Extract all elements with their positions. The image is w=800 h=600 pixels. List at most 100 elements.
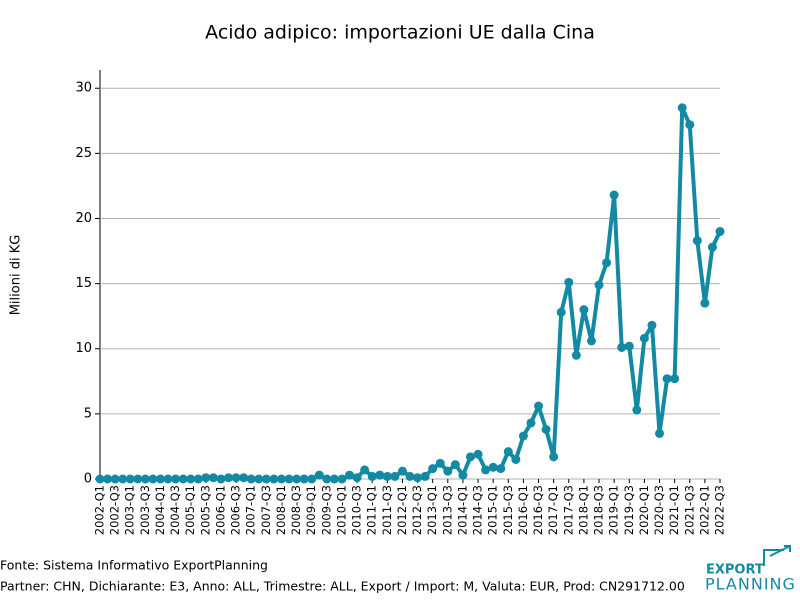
data-point xyxy=(473,449,483,459)
x-tick-label: 2022-Q3 xyxy=(713,485,727,535)
data-point xyxy=(103,474,113,484)
data-point xyxy=(246,474,256,484)
footer-source: Fonte: Sistema Informativo ExportPlannin… xyxy=(0,558,268,573)
data-point xyxy=(171,474,181,484)
data-point xyxy=(133,474,143,484)
y-tick-label: 0 xyxy=(84,472,92,487)
x-tick-label: 2016-Q1 xyxy=(516,485,530,535)
x-tick-label: 2008-Q1 xyxy=(274,485,288,535)
x-tick-label: 2021-Q1 xyxy=(667,485,681,535)
data-point xyxy=(360,465,370,475)
y-tick-label: 10 xyxy=(75,341,92,356)
data-point xyxy=(299,474,309,484)
data-point xyxy=(375,470,385,480)
data-point xyxy=(413,473,423,483)
x-tick-label: 2011-Q3 xyxy=(380,485,394,535)
data-point xyxy=(216,474,226,484)
data-point xyxy=(428,464,438,474)
y-tick-label: 5 xyxy=(84,406,92,421)
data-point xyxy=(352,473,362,483)
x-tick-label: 2004-Q1 xyxy=(153,485,167,535)
data-point xyxy=(450,460,460,470)
data-point xyxy=(488,462,498,472)
data-point xyxy=(632,405,642,415)
data-point xyxy=(435,458,445,468)
data-point xyxy=(692,236,702,246)
data-point xyxy=(443,466,453,476)
data-point xyxy=(337,474,347,484)
x-tick-label: 2015-Q3 xyxy=(501,485,515,535)
chart-title: Acido adipico: importazioni UE dalla Cin… xyxy=(205,22,595,44)
data-point xyxy=(208,473,218,483)
x-tick-label: 2017-Q3 xyxy=(561,485,575,535)
x-tick-label: 2002-Q1 xyxy=(93,485,107,535)
data-point xyxy=(481,465,491,475)
data-point xyxy=(534,401,544,411)
data-point xyxy=(110,474,120,484)
data-point xyxy=(586,336,596,346)
data-point xyxy=(148,474,158,484)
x-tick-label: 2022-Q1 xyxy=(697,485,711,535)
data-point xyxy=(655,428,665,438)
data-point xyxy=(95,474,105,484)
y-tick-label: 20 xyxy=(75,211,92,226)
data-point xyxy=(571,350,581,360)
y-axis-label: Milioni di KG xyxy=(9,235,24,316)
footer-filters: Partner: CHN, Dichiarante: E3, Anno: ALL… xyxy=(0,579,685,594)
data-point xyxy=(511,454,521,464)
data-point xyxy=(140,474,150,484)
x-tick-label: 2010-Q3 xyxy=(350,485,364,535)
data-point xyxy=(390,471,400,481)
x-tick-label: 2020-Q1 xyxy=(637,485,651,535)
x-tick-label: 2005-Q1 xyxy=(183,485,197,535)
data-point xyxy=(118,474,128,484)
x-tick-label: 2011-Q1 xyxy=(365,485,379,535)
x-tick-label: 2016-Q3 xyxy=(531,485,545,535)
x-tick-label: 2006-Q3 xyxy=(229,485,243,535)
data-point xyxy=(503,447,513,457)
x-tick-label: 2002-Q3 xyxy=(108,485,122,535)
x-tick-label: 2005-Q3 xyxy=(198,485,212,535)
x-tick-label: 2010-Q1 xyxy=(334,485,348,535)
x-tick-label: 2009-Q1 xyxy=(304,485,318,535)
data-point xyxy=(541,425,551,435)
x-tick-label: 2007-Q3 xyxy=(259,485,273,535)
data-point xyxy=(292,474,302,484)
data-point xyxy=(405,471,415,481)
data-point xyxy=(193,474,203,484)
data-point xyxy=(579,305,589,315)
logo-text: EXPORT xyxy=(706,563,764,578)
data-point xyxy=(662,374,672,384)
data-point xyxy=(677,103,687,113)
x-tick-label: 2012-Q3 xyxy=(410,485,424,535)
data-point xyxy=(639,333,649,343)
x-tick-label: 2018-Q1 xyxy=(576,485,590,535)
data-point xyxy=(254,474,264,484)
x-tick-label: 2008-Q3 xyxy=(289,485,303,535)
x-tick-label: 2013-Q3 xyxy=(440,485,454,535)
data-point xyxy=(685,120,695,130)
data-point xyxy=(224,473,234,483)
logo-icon xyxy=(763,545,791,566)
data-point xyxy=(609,190,619,200)
data-point xyxy=(397,466,407,476)
data-point xyxy=(420,471,430,481)
data-point xyxy=(163,474,173,484)
data-point xyxy=(276,474,286,484)
x-tick-label: 2020-Q3 xyxy=(652,485,666,535)
data-point xyxy=(322,474,332,484)
data-point xyxy=(155,474,165,484)
x-tick-label: 2014-Q1 xyxy=(455,485,469,535)
x-tick-label: 2019-Q3 xyxy=(622,485,636,535)
data-point xyxy=(617,342,627,352)
data-point xyxy=(549,452,559,462)
data-point xyxy=(307,474,317,484)
x-tick-label: 2018-Q3 xyxy=(592,485,606,535)
logo-text: PLANNING xyxy=(705,575,796,594)
data-point xyxy=(382,471,392,481)
data-point xyxy=(707,242,717,252)
data-point xyxy=(647,320,657,330)
data-point xyxy=(186,474,196,484)
data-point xyxy=(602,258,612,268)
data-point xyxy=(564,277,574,287)
